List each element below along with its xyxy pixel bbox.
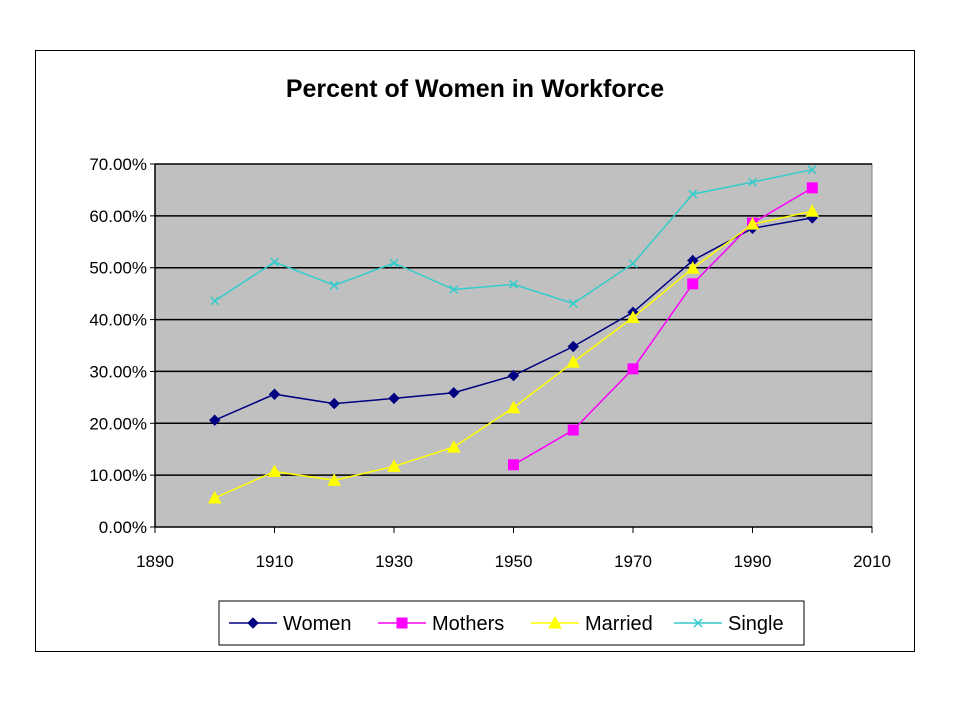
y-tick-label: 60.00% bbox=[89, 207, 147, 226]
chart-title: Percent of Women in Workforce bbox=[285, 75, 665, 103]
series-single bbox=[210, 165, 817, 309]
data-point-single bbox=[508, 279, 519, 289]
data-point-single bbox=[688, 189, 698, 199]
x-tick-label: 1930 bbox=[375, 552, 413, 571]
series-women bbox=[209, 212, 818, 426]
data-point-married bbox=[267, 464, 282, 478]
data-point-single bbox=[747, 177, 758, 187]
legend-marker-women bbox=[247, 617, 259, 629]
data-point-married bbox=[327, 473, 342, 486]
data-point-mothers bbox=[567, 424, 579, 436]
data-point-single bbox=[628, 259, 638, 269]
data-point-single bbox=[329, 280, 339, 290]
data-point-married bbox=[566, 355, 581, 368]
x-tick-label: 1990 bbox=[734, 552, 772, 571]
legend-marker-mothers bbox=[396, 617, 408, 629]
y-tick-label: 0.00% bbox=[99, 518, 147, 537]
series-married bbox=[207, 204, 820, 504]
data-point-single bbox=[807, 165, 817, 175]
data-point-married bbox=[685, 261, 700, 274]
data-point-single bbox=[269, 257, 280, 267]
data-point-married bbox=[207, 490, 222, 504]
data-point-mothers bbox=[806, 182, 818, 194]
data-point-married bbox=[626, 310, 640, 323]
y-tick-label: 20.00% bbox=[89, 414, 147, 433]
data-point-married bbox=[745, 217, 760, 230]
data-point-women bbox=[328, 397, 340, 410]
data-point-married bbox=[805, 204, 820, 217]
data-point-women bbox=[388, 392, 400, 405]
legend-entry-women: Women bbox=[229, 613, 352, 635]
data-point-single bbox=[210, 296, 220, 306]
data-point-mothers bbox=[508, 459, 519, 471]
x-tick-label: 1950 bbox=[495, 552, 533, 571]
legend-label-single: Single bbox=[728, 613, 784, 635]
x-tick-label: 1910 bbox=[256, 552, 294, 571]
data-point-single bbox=[449, 284, 459, 295]
data-point-women bbox=[448, 386, 460, 399]
data-point-mothers bbox=[627, 363, 639, 375]
data-point-single bbox=[568, 298, 578, 309]
data-point-married bbox=[506, 400, 521, 414]
plot-area bbox=[154, 163, 873, 528]
data-point-women bbox=[268, 388, 281, 400]
series-line-mothers bbox=[513, 187, 813, 466]
data-point-married bbox=[387, 459, 401, 472]
y-tick-label: 10.00% bbox=[89, 466, 147, 485]
data-point-mothers bbox=[687, 278, 699, 290]
legend-label-mothers: Mothers bbox=[432, 613, 504, 635]
legend-entry-mothers: Mothers bbox=[378, 613, 504, 635]
legend-entry-single: Single bbox=[674, 613, 784, 635]
y-tick-label: 70.00% bbox=[89, 155, 147, 174]
x-tick-label: 1970 bbox=[614, 552, 652, 571]
data-point-married bbox=[446, 440, 461, 453]
legend-label-women: Women bbox=[283, 613, 352, 635]
x-tick-label: 2010 bbox=[853, 552, 891, 571]
data-point-women bbox=[209, 414, 221, 426]
legend-entry-married: Married bbox=[531, 613, 653, 635]
data-point-women bbox=[567, 340, 579, 353]
y-tick-label: 50.00% bbox=[89, 259, 147, 278]
legend-label-married: Married bbox=[585, 613, 653, 635]
legend-marker-single bbox=[693, 618, 703, 628]
x-tick-label: 1890 bbox=[136, 552, 174, 571]
y-tick-label: 30.00% bbox=[89, 362, 147, 381]
data-point-women bbox=[507, 369, 520, 382]
legend-marker-married bbox=[548, 615, 562, 629]
y-tick-label: 40.00% bbox=[89, 311, 147, 330]
data-point-single bbox=[389, 258, 399, 268]
